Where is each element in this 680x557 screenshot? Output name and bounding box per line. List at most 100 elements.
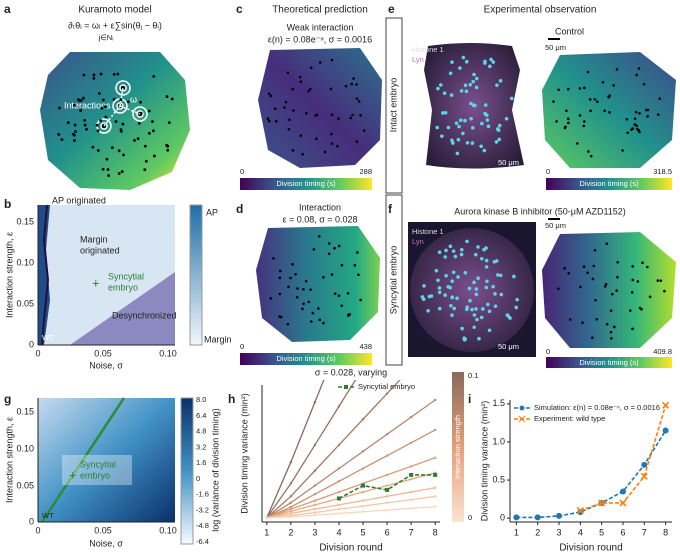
cell-dot [279,315,283,319]
data-point [313,492,317,496]
cell-dot [117,149,121,153]
cell-dot [593,248,597,252]
phase-boundary [41,204,50,346]
legend-marker [519,405,525,411]
data-point [385,433,389,436]
cell-dot [269,94,273,98]
panel-label: g [4,392,11,406]
cell-dot [484,285,489,290]
data-point [361,499,365,502]
cell-dot [133,138,136,142]
colorbar-tick: 6.4 [196,411,206,420]
x-tick-label: 7 [409,527,414,537]
cell-dot [309,288,312,291]
cell-dot [57,133,61,136]
cell-dot [327,252,331,256]
cell-dot [288,118,291,122]
cell-dot [635,124,638,128]
cell-dot [136,137,140,141]
panel-label: i [468,392,471,406]
cell-dot [441,111,445,115]
cell-dot [279,269,282,273]
cell-dot [294,272,297,276]
plot-area [265,380,438,519]
data-point [289,507,293,511]
cell-dot [583,86,586,90]
cell-dot [340,304,344,308]
cell-dot [299,80,303,83]
cell-dot [498,273,503,278]
cell-dot [493,292,497,296]
x-axis-label: Noise, σ [89,360,123,370]
cell-dot [307,89,310,93]
data-point [409,490,413,494]
cell-dot [496,273,500,277]
series-line [266,495,436,519]
series-line [266,380,325,518]
cell-dot [663,289,666,293]
data-point [313,507,317,511]
cell-dot [95,123,99,127]
x-tick-label: 7 [642,527,647,537]
colorbar [546,357,672,368]
cell-dot [105,157,109,161]
y-tick-label: 0 [500,513,505,523]
cell-dot [514,305,519,310]
cell-dot [633,117,637,121]
x-tick-label: 3 [312,527,317,537]
cell-dot [359,298,362,302]
cell-dot [515,297,519,302]
cell-dot [456,137,461,142]
cell-dot [119,98,123,101]
x-tick-label: 4 [578,527,583,537]
cell-dot [496,128,501,132]
cell-dot [330,273,334,276]
group-box [385,194,403,366]
cell-dot [474,292,479,297]
cell-dot [299,134,303,137]
cell-dot [83,118,87,122]
data-point [433,505,437,508]
cell-dot [422,284,426,288]
marker: + [69,467,77,482]
cell-dot [563,126,567,130]
data-point [289,482,293,485]
cell-dot [492,259,497,264]
cell-dot [97,91,101,95]
cell-dot [567,87,570,91]
cell-dot [137,122,141,125]
cell-dot [646,265,649,269]
x-tick-label: 2 [535,527,540,537]
colorbar-label: Division timing (s) [276,354,336,363]
cell-dot [628,309,632,312]
heatmap [38,398,175,522]
legend-label: Simulation: ε(n) = 0.08e⁻ⁿ, σ = 0.0016 [534,403,660,412]
cell-dot [633,123,637,126]
scale-label: 50 μm [498,158,519,167]
data-point [534,514,541,521]
scale-bar [548,218,560,220]
x-tick-label: 0 [35,348,40,358]
cell-dot [641,261,644,265]
cell-dot [122,153,125,157]
cell-dot [330,113,334,117]
y-axis-label: Interaction strength, ε [4,417,14,503]
cell-dot [631,327,634,331]
cell-dot [267,92,271,95]
cell-dot [308,87,312,91]
panel-label: b [4,197,11,211]
cell-dot [634,110,638,114]
cell-dot [491,60,496,64]
cell-dot [337,117,340,120]
cell-dot [151,120,154,123]
boundary-line [40,397,126,523]
y-tick-label: 0.10 [16,257,34,267]
cell-dot [589,109,592,113]
colorbar [240,178,372,190]
group-label: Syncytial embryo [388,246,398,315]
legend-label: Experiment: wild type [534,414,605,423]
y-tick-label: 0.10 [16,443,34,453]
cell-dot [314,114,318,117]
colorbar-tick: 1.6 [196,458,206,467]
cell-dot [480,121,484,126]
